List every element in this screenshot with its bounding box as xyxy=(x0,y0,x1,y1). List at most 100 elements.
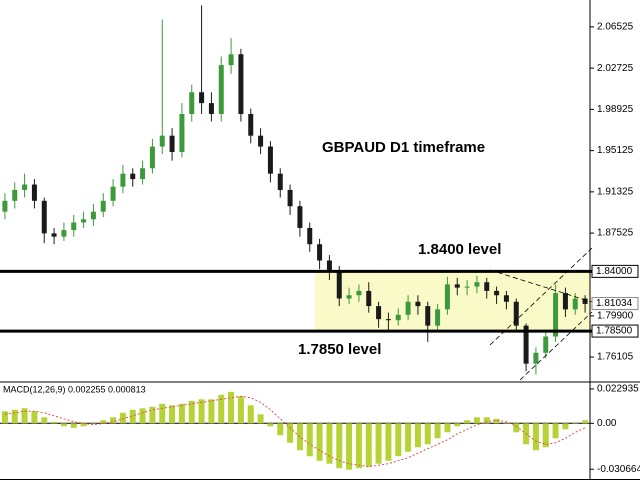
macd-bar xyxy=(139,408,146,424)
candle-body xyxy=(444,284,450,310)
candle-body xyxy=(376,306,382,320)
candle-body xyxy=(258,135,264,147)
candle-body xyxy=(297,206,303,228)
candle-body xyxy=(415,301,421,307)
candle-body xyxy=(346,295,352,299)
macd-bar xyxy=(119,412,126,424)
y-tick-label: 2.06525 xyxy=(597,22,634,33)
macd-bar xyxy=(552,423,559,439)
candle-body xyxy=(553,293,559,337)
candle-body xyxy=(513,301,519,326)
annotation: 1.8400 level xyxy=(418,241,501,258)
candle-body xyxy=(503,295,509,302)
macd-bar xyxy=(434,423,441,439)
candle-body xyxy=(41,200,47,234)
macd-bar xyxy=(100,420,107,424)
last-price-label: 1.81034 xyxy=(596,298,633,309)
candle-body xyxy=(169,135,175,152)
macd-bar xyxy=(513,423,520,433)
macd-bar xyxy=(129,409,136,424)
y-tick-label: 0.022935 xyxy=(597,384,639,395)
candle-body xyxy=(366,290,372,307)
candle-body xyxy=(425,306,431,326)
macd-bar xyxy=(159,403,166,424)
candle-body xyxy=(307,227,313,245)
macd-bar xyxy=(572,423,579,424)
candle-body xyxy=(435,309,441,326)
candle-body xyxy=(199,92,205,104)
macd-bar xyxy=(287,423,294,443)
candle-body xyxy=(267,146,273,174)
level-label: 1.84000 xyxy=(596,266,633,277)
candle-body xyxy=(474,282,480,287)
y-tick-label: 1.87525 xyxy=(597,228,634,239)
macd-bar xyxy=(355,423,362,469)
y-tick-label: 1.95125 xyxy=(597,145,634,156)
level-label: 1.78500 xyxy=(596,326,633,337)
macd-bar xyxy=(21,408,28,424)
candle-body xyxy=(218,65,224,114)
macd-bar xyxy=(198,399,205,424)
macd-bar xyxy=(385,423,392,461)
macd-bar xyxy=(188,400,195,424)
candle-body xyxy=(287,189,293,207)
macd-bar xyxy=(237,396,244,424)
candle-body xyxy=(228,54,234,66)
y-tick-label: 0.00 xyxy=(597,418,617,429)
macd-bar xyxy=(444,423,451,433)
macd-bar xyxy=(503,423,510,424)
macd-bar xyxy=(454,423,461,427)
y-tick-label: 1.98925 xyxy=(597,104,634,115)
candle-body xyxy=(523,325,529,364)
macd-bar xyxy=(365,423,372,467)
candle-body xyxy=(149,146,155,169)
candle-body xyxy=(120,173,126,187)
candle-body xyxy=(484,282,490,291)
macd-bar xyxy=(375,423,382,464)
y-tick-label: 1.76105 xyxy=(597,352,634,363)
level-label-box xyxy=(591,264,639,278)
macd-bar xyxy=(336,423,343,469)
y-tick-label: 1.79900 xyxy=(597,311,634,322)
candle-body xyxy=(208,103,214,114)
candle-body xyxy=(543,336,549,353)
y-tick-label: 1.91325 xyxy=(597,186,634,197)
candle-body xyxy=(385,319,391,321)
macd-bar xyxy=(60,423,67,427)
macd-title: MACD(12,26,9) 0.002255 0.000813 xyxy=(3,384,146,394)
macd-bar xyxy=(218,394,225,424)
y-tick-label: -0.030664 xyxy=(597,464,640,475)
macd-bar xyxy=(316,423,323,461)
candle-body xyxy=(159,135,165,147)
macd-bar xyxy=(228,391,235,424)
macd-bar xyxy=(405,423,412,452)
macd-bar xyxy=(41,417,48,424)
macd-bar xyxy=(346,423,353,470)
candle-body xyxy=(464,286,470,288)
level-zone xyxy=(315,271,590,332)
macd-bar xyxy=(483,417,490,424)
candle-body xyxy=(562,293,568,310)
macd-bar xyxy=(51,421,58,424)
candle-body xyxy=(326,260,332,272)
macd-bar xyxy=(178,403,185,424)
candle-body xyxy=(61,230,67,237)
candle-body xyxy=(110,186,116,201)
candle-body xyxy=(51,233,57,237)
macd-bar xyxy=(464,420,471,424)
macd-bar xyxy=(306,423,313,457)
annotation: GBPAUD D1 timeframe xyxy=(322,139,485,156)
zone-layer xyxy=(315,271,590,332)
macd-bar xyxy=(31,411,38,424)
macd-bar xyxy=(70,423,77,428)
macd-bar xyxy=(296,423,303,451)
candle-body xyxy=(2,200,8,212)
candle-body xyxy=(81,219,87,223)
macd-bar xyxy=(169,405,176,424)
last-price-box xyxy=(591,297,639,311)
macd-bar xyxy=(110,417,117,424)
plot-layer xyxy=(0,5,590,470)
macd-bar xyxy=(247,405,254,424)
macd-bar xyxy=(90,423,97,424)
